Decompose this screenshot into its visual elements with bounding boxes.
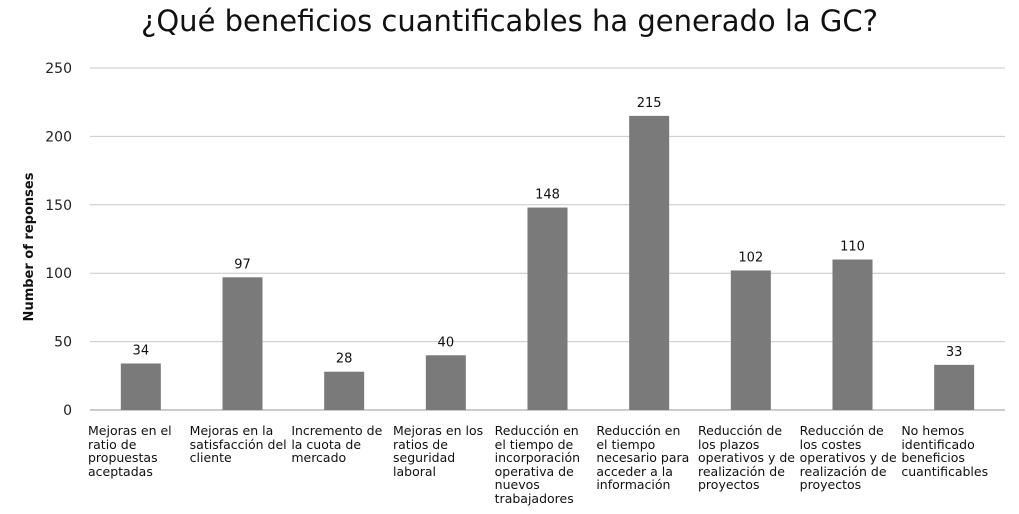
data-label: 215 <box>637 96 662 111</box>
bar <box>934 364 975 410</box>
category-label: Mejoras en la satisfacción del cliente <box>189 423 287 465</box>
category-label: Mejoras en el ratio de propuestas acepta… <box>88 423 172 479</box>
category-label: Reducción de los plazos operativos y de … <box>698 423 795 492</box>
data-label: 102 <box>738 250 763 265</box>
category-label: Mejoras en los ratios de seguridad labor… <box>393 423 484 479</box>
y-tick-label: 250 <box>45 61 72 77</box>
category-label: Incremento de la cuota de mercado <box>291 423 383 465</box>
bar <box>629 115 670 410</box>
y-tick-label: 50 <box>54 335 72 351</box>
bar <box>730 270 771 410</box>
data-label: 148 <box>535 188 560 203</box>
bar <box>324 371 365 410</box>
bar <box>222 277 263 410</box>
category-label: Reducción en el tiempo de incorporación … <box>494 423 581 506</box>
category-label: No hemos identificado beneficios cuantif… <box>901 423 989 479</box>
category-label: Reducción en el tiempo necesario para ac… <box>596 423 690 492</box>
y-tick-label: 100 <box>45 266 72 282</box>
bar <box>832 259 873 410</box>
data-label: 40 <box>438 335 455 350</box>
data-label: 110 <box>840 240 865 255</box>
bar <box>527 207 568 410</box>
data-label: 28 <box>336 352 353 367</box>
bar <box>120 363 161 410</box>
y-tick-label: 150 <box>45 198 72 214</box>
data-label: 34 <box>133 343 150 358</box>
y-tick-label: 0 <box>63 403 72 419</box>
chart-title: ¿Qué beneficios cuantificables ha genera… <box>140 4 879 38</box>
bar <box>425 355 466 410</box>
data-label: 97 <box>234 257 251 272</box>
y-tick-label: 200 <box>45 129 72 145</box>
category-label: Reducción de los costes operativos y de … <box>799 423 897 492</box>
y-axis-title: Number of reponses <box>22 172 37 321</box>
data-label: 33 <box>946 345 963 360</box>
